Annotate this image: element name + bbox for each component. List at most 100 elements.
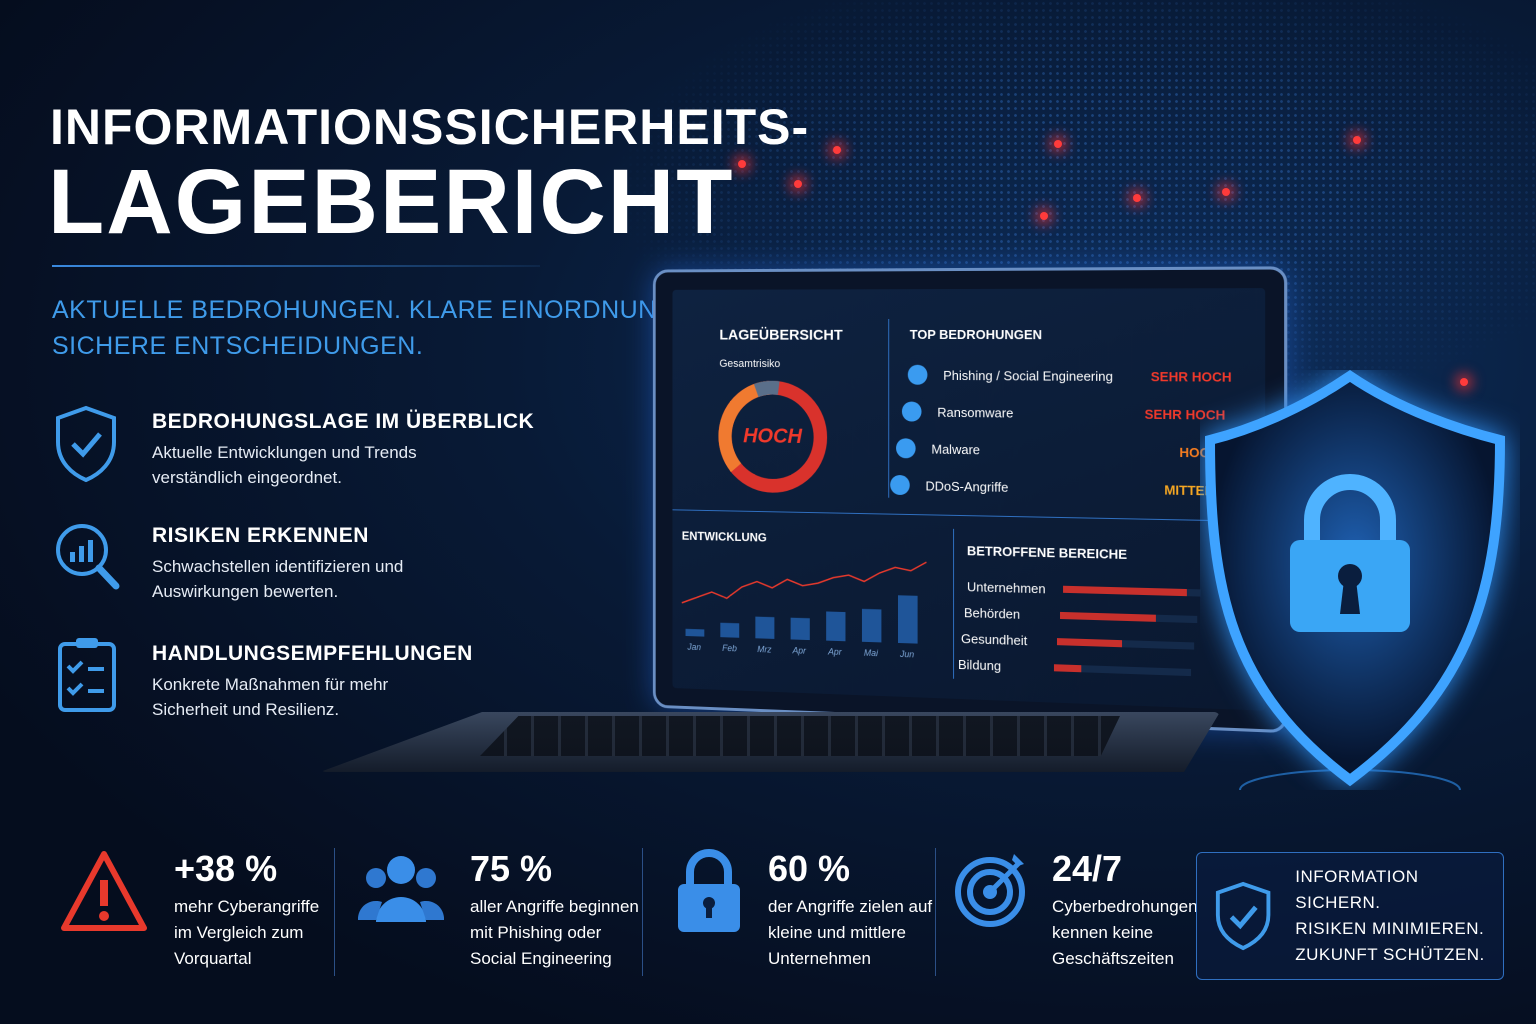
threat-name: DDoS-Angriffe [925, 478, 1008, 494]
threat-name: Phishing / Social Engineering [943, 367, 1113, 383]
trend-tick-label: Apr [827, 646, 843, 657]
divider [935, 848, 936, 976]
area-bar-track [1057, 638, 1194, 650]
stat-value: +38 % [174, 848, 319, 890]
subtitle: AKTUELLE BEDROHUNGEN. KLARE EINORDNUNG. S… [52, 292, 684, 364]
threat-dot [1222, 188, 1230, 196]
padlock-icon [676, 848, 742, 934]
stat-text: Cyberbedrohungen kennen keine Geschäftszei… [1052, 894, 1198, 972]
stat-text: der Angriffe zielen auf kleine und mittle… [768, 894, 932, 972]
feature-recommendations: HANDLUNGSEMPFEHLUNGEN Konkrete Maßnahmen … [52, 636, 572, 722]
cta-line: RISIKEN MINIMIEREN. [1295, 916, 1503, 942]
trend-title: ENTWICKLUNG [682, 529, 767, 545]
dashboard-screen: LAGEÜBERSICHT Gesamtrisiko HOCH TOP BEDR… [672, 288, 1265, 711]
trend-bar [898, 595, 918, 643]
feature-overview: BEDROHUNGSLAGE IM ÜBERBLICK Aktuelle Entw… [52, 404, 572, 490]
threat-icon [908, 365, 928, 385]
area-bar [1057, 638, 1122, 647]
feature-text: Konkrete Maßnahmen für mehr Sicherheit un… [152, 672, 473, 722]
divider [888, 319, 889, 498]
title-divider [52, 265, 540, 267]
area-bar [1054, 664, 1081, 672]
areas-title: BETROFFENE BEREICHE [967, 543, 1127, 562]
area-bar [1063, 586, 1186, 596]
stat-value: 60 % [768, 848, 932, 890]
stat-text: aller Angriffe beginnen mit Phishing oder… [470, 894, 639, 972]
title-line-2: LAGEBERICHT [48, 150, 734, 255]
threats-title: TOP BEDROHUNGEN [910, 327, 1042, 342]
area-row: Unternehmen [967, 579, 1200, 600]
trend-bar [720, 623, 739, 638]
trend-bar [826, 611, 845, 641]
feature-title: BEDROHUNGSLAGE IM ÜBERBLICK [152, 410, 534, 434]
area-name: Behörden [964, 605, 1060, 623]
trend-bar [686, 629, 705, 637]
trend-tick-label: Jun [899, 649, 914, 660]
trend-tick-label: Mai [864, 648, 879, 659]
threat-dot [794, 180, 802, 188]
stat-24-7: 24/7 Cyberbedrohungen kennen keine Geschäft… [954, 848, 1198, 972]
shield-check-icon [1213, 879, 1273, 953]
area-bar-track [1063, 586, 1200, 597]
area-row: Behörden [964, 605, 1197, 627]
threat-name: Ransomware [937, 404, 1013, 420]
magnifier-chart-icon [52, 518, 120, 598]
trend-bar [862, 609, 881, 643]
divider [672, 509, 1265, 522]
divider [642, 848, 643, 976]
overall-risk-value: HOCH [714, 424, 832, 449]
shield-padlock-icon [1200, 370, 1520, 790]
cta-box: INFORMATION SICHERN. RISIKEN MINIMIEREN. Z… [1196, 852, 1504, 980]
threat-icon [902, 402, 922, 422]
threat-name: Malware [931, 441, 980, 457]
threat-row: Phishing / Social Engineering SEHR HOCH [908, 365, 1232, 387]
area-row: Gesundheit [961, 631, 1194, 654]
divider [334, 848, 335, 976]
area-name: Gesundheit [961, 631, 1057, 649]
threat-dot [738, 160, 746, 168]
trend-tick-label: Feb [722, 643, 737, 653]
target-icon [954, 848, 1026, 928]
stat-attacks-increase: +38 % mehr Cyberangriffe im Vergleich zum V… [60, 848, 319, 972]
threat-row: Ransomware SEHR HOCH [902, 402, 1225, 425]
stat-value: 75 % [470, 848, 639, 890]
feature-text: Aktuelle Entwicklungen und Trends verstän… [152, 440, 534, 490]
trend-line [682, 556, 927, 610]
trend-tick-label: Mrz [757, 644, 772, 655]
threat-dot [1040, 212, 1048, 220]
stat-text: mehr Cyberangriffe im Vergleich zum Vorqua… [174, 894, 319, 972]
trend-chart: Jan Feb Mrz Apr Apr Mai Jun [672, 546, 931, 672]
threat-icon [896, 438, 916, 458]
overview-title: LAGEÜBERSICHT [719, 327, 842, 344]
warning-triangle-icon [60, 848, 148, 936]
cta-line: ZUKUNFT SCHÜTZEN. [1295, 942, 1503, 968]
area-bar-track [1060, 612, 1197, 623]
area-row: Bildung [958, 657, 1191, 680]
clipboard-checklist-icon [52, 636, 120, 716]
threat-dot [833, 146, 841, 154]
users-icon [358, 848, 444, 928]
threat-dot [1054, 140, 1062, 148]
feature-title: RISIKEN ERKENNEN [152, 524, 403, 548]
keyboard [480, 716, 1120, 756]
title-line-1: INFORMATIONSSICHERHEITS- [50, 98, 809, 156]
threat-row: DDoS-Angriffe MITTEL [890, 475, 1213, 501]
threat-row: Malware HOCH [896, 438, 1219, 462]
threat-dot [1353, 136, 1361, 144]
subtitle-line-2: SICHERE ENTSCHEIDUNGEN. [52, 328, 684, 364]
threat-dot [1133, 194, 1141, 202]
overall-risk-label: Gesamtrisiko [719, 358, 780, 370]
trend-tick-label: Apr [792, 645, 807, 656]
stat-phishing: 75 % aller Angriffe beginnen mit Phishing … [358, 848, 639, 972]
stat-smb: 60 % der Angriffe zielen auf kleine und mi… [676, 848, 932, 972]
trend-bar [791, 618, 810, 640]
shield-check-icon [52, 404, 120, 484]
trend-bar [755, 617, 774, 639]
feature-risks: RISIKEN ERKENNEN Schwachstellen identifiz… [52, 518, 572, 604]
subtitle-line-1: AKTUELLE BEDROHUNGEN. KLARE EINORDNUNG. [52, 292, 684, 328]
threat-icon [890, 475, 910, 495]
trend-tick-label: Jan [686, 642, 701, 652]
stat-value: 24/7 [1052, 848, 1198, 890]
feature-title: HANDLUNGSEMPFEHLUNGEN [152, 642, 473, 666]
area-bar-track [1054, 664, 1191, 676]
